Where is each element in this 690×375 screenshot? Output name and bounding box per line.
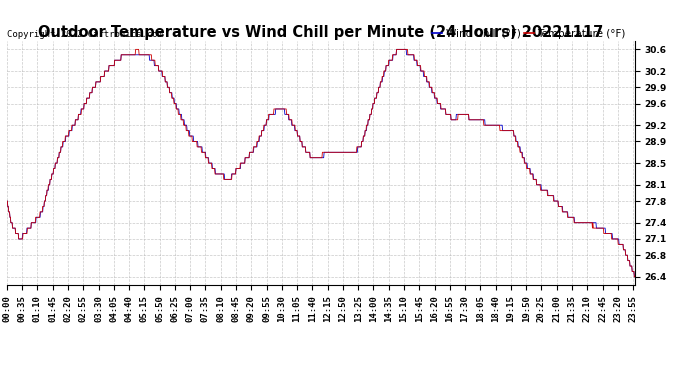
Wind Chill (°F)	[501, 128, 509, 133]
Wind Chill (°F)	[142, 53, 150, 57]
Temperature (°F)	[132, 47, 140, 52]
Temperature (°F)	[213, 172, 221, 176]
Wind Chill (°F)	[213, 172, 221, 176]
Temperature (°F)	[3, 199, 11, 203]
Temperature (°F)	[419, 69, 427, 73]
Wind Chill (°F)	[630, 274, 638, 279]
Temperature (°F)	[127, 53, 135, 57]
Legend: Wind Chill (°F), Temperature (°F): Wind Chill (°F), Temperature (°F)	[428, 24, 629, 43]
Wind Chill (°F)	[127, 53, 135, 57]
Line: Wind Chill (°F): Wind Chill (°F)	[7, 50, 635, 277]
Wind Chill (°F)	[393, 47, 401, 52]
Temperature (°F)	[143, 53, 151, 57]
Text: Copyright 2022 Cartronics.com: Copyright 2022 Cartronics.com	[7, 30, 163, 39]
Temperature (°F)	[556, 204, 564, 209]
Wind Chill (°F)	[556, 204, 564, 209]
Line: Temperature (°F): Temperature (°F)	[7, 50, 635, 277]
Wind Chill (°F)	[631, 274, 639, 279]
Wind Chill (°F)	[3, 199, 11, 203]
Wind Chill (°F)	[419, 69, 427, 73]
Temperature (°F)	[630, 274, 638, 279]
Title: Outdoor Temperature vs Wind Chill per Minute (24 Hours) 20221117: Outdoor Temperature vs Wind Chill per Mi…	[38, 25, 604, 40]
Temperature (°F)	[631, 274, 639, 279]
Temperature (°F)	[501, 128, 509, 133]
